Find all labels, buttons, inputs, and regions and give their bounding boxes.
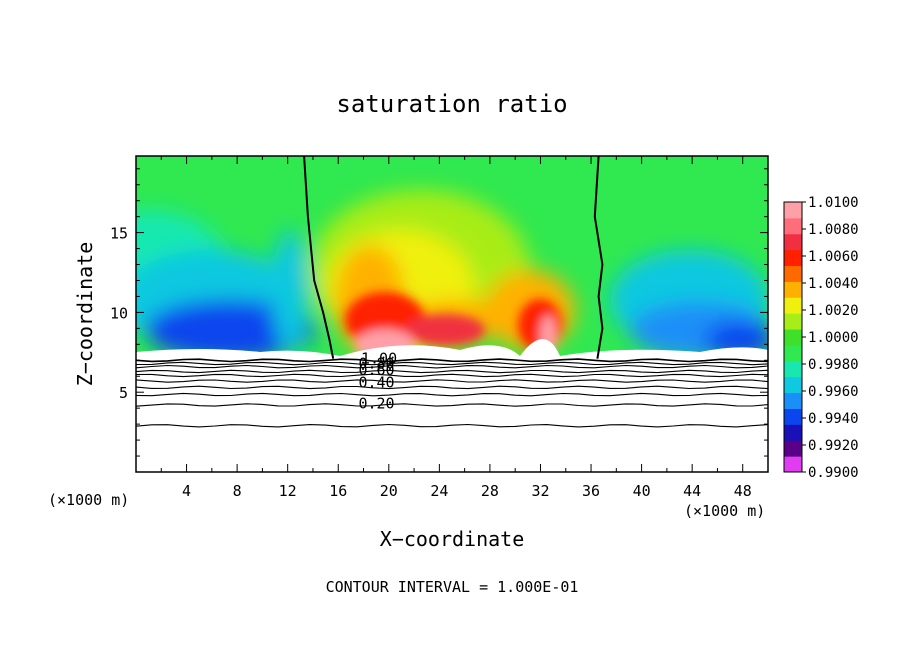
colorbar — [783, 201, 803, 473]
colorbar-swatch — [784, 408, 802, 425]
x-tick-label: 44 — [683, 482, 701, 500]
colorbar-label: 1.0040 — [808, 276, 859, 292]
x-tick-label: 20 — [380, 482, 398, 500]
x-tick-label: 48 — [734, 482, 752, 500]
contour-lines — [135, 358, 769, 428]
x-tick-label: 28 — [481, 482, 499, 500]
colorbar-swatch — [784, 217, 802, 235]
colorbar-swatch — [784, 202, 802, 219]
colorbar-swatch — [784, 281, 802, 298]
contour-label: 0.60 — [358, 361, 394, 379]
x-tick-label: 8 — [233, 482, 242, 500]
colorbar-label: 0.9920 — [808, 438, 859, 454]
contour-line-0.1 — [135, 423, 769, 428]
colorbar-label: 1.0100 — [808, 195, 859, 211]
y-tick-label: 15 — [110, 225, 128, 243]
x-unit-left: (×1000 m) — [48, 491, 129, 509]
saturation-field — [136, 156, 768, 359]
x-tick-label: 12 — [279, 482, 297, 500]
x-tick-label: 32 — [531, 482, 549, 500]
contour-line-0.5 — [135, 379, 769, 383]
colorbar-label: 0.9980 — [808, 357, 859, 373]
colorbar-label: 1.0020 — [808, 303, 859, 319]
colorbar-swatch — [784, 313, 802, 330]
colorbar-swatch — [784, 424, 802, 441]
contour-label: 0.20 — [358, 394, 394, 412]
y-axis-label: Z−coordinate — [73, 242, 97, 387]
y-tick-label: 10 — [110, 304, 128, 322]
plot-frame — [135, 155, 769, 473]
x-tick-label: 36 — [582, 482, 600, 500]
colorbar-label: 0.9940 — [808, 411, 859, 427]
contour-line-0.9 — [135, 361, 769, 366]
x-axis: 4 8 12 16 20 24 28 32 36 40 44 48 — [135, 156, 769, 500]
contour-line-0.4 — [135, 385, 769, 390]
colorbar-swatch — [784, 249, 802, 267]
colorbar-swatch — [784, 233, 802, 251]
contour-line-1.0 — [135, 358, 769, 363]
contour-interval-note: CONTOUR INTERVAL = 1.000E-01 — [326, 578, 579, 596]
chart-title: saturation ratio — [336, 90, 567, 118]
colorbar-swatch — [784, 440, 802, 457]
y-axis: 5 10 15 — [110, 168, 768, 457]
colorbar-swatch — [784, 344, 802, 362]
x-tick-label: 24 — [430, 482, 448, 500]
contour-line-0.7 — [135, 369, 769, 374]
colorbar-swatch — [784, 297, 802, 314]
x-axis-label: X−coordinate — [380, 527, 525, 551]
y-tick-label: 5 — [119, 384, 128, 402]
colorbar-label: 0.9900 — [808, 465, 859, 481]
x-tick-label: 4 — [182, 482, 191, 500]
colorbar-label: 1.0000 — [808, 330, 859, 346]
contour-line-0.8 — [135, 364, 769, 369]
contour-label: 1.00 — [361, 350, 397, 368]
contour-label: 0.40 — [358, 374, 394, 392]
colorbar-label: 0.9960 — [808, 384, 859, 400]
contour-label: 0.80 — [358, 354, 394, 372]
contour-line-0.6 — [135, 373, 769, 378]
colorbar-label: 1.0080 — [808, 222, 859, 238]
contour-line-0.2 — [135, 403, 769, 407]
colorbar-label: 1.0060 — [808, 249, 859, 265]
colorbar-swatch — [784, 329, 802, 346]
x-unit-right: (×1000 m) — [684, 502, 765, 520]
saturation-boundary-right — [593, 155, 604, 359]
contour-labels: 1.000.800.600.40 0.20 — [358, 350, 397, 413]
saturation-boundary-left — [303, 155, 335, 359]
colorbar-swatch — [784, 360, 802, 378]
x-tick-label: 40 — [633, 482, 651, 500]
colorbar-swatch — [784, 456, 802, 473]
colorbar-swatch — [784, 265, 802, 282]
colorbar-labels: 1.0100 1.0080 1.0060 1.0040 1.0020 1.0000 0.99… — [802, 195, 859, 481]
colorbar-swatch — [784, 376, 802, 394]
contour-line-0.3 — [135, 392, 769, 397]
x-tick-label: 16 — [329, 482, 347, 500]
colorbar-swatch — [784, 392, 802, 409]
unsaturated-region — [136, 339, 768, 359]
